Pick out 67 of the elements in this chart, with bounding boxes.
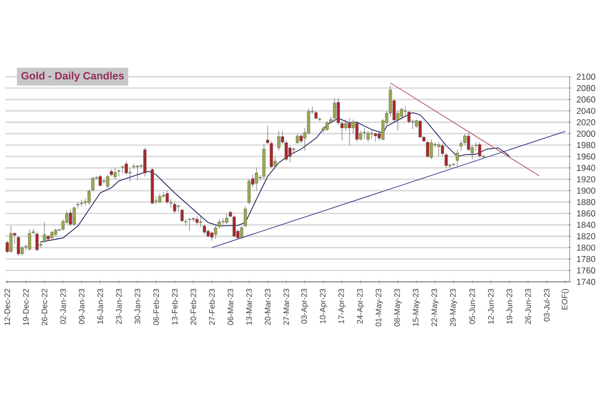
y-tick-label: 1760	[577, 267, 596, 274]
candlestick	[437, 142, 440, 157]
candlestick	[277, 130, 280, 151]
y-tick-label: 1860	[577, 210, 596, 216]
candlestick	[478, 142, 482, 158]
candlestick	[28, 229, 32, 251]
candlestick	[72, 206, 76, 226]
y-tick-label: 1880	[577, 198, 596, 205]
candlestick	[225, 213, 228, 224]
y-tick-label: 1900	[577, 187, 596, 194]
y-tick-label: 1820	[577, 233, 596, 240]
y-tick-label: 1980	[577, 142, 596, 148]
candlestick	[188, 218, 192, 232]
candlestick	[426, 140, 430, 158]
candlestick	[180, 208, 184, 222]
candlestick	[322, 126, 325, 133]
candlestick	[307, 108, 310, 135]
candlestick	[407, 110, 411, 124]
candlestick	[344, 119, 348, 131]
y-tick-label: 2100	[576, 73, 596, 80]
y-tick-label: 1920	[577, 176, 596, 182]
candlestick	[370, 128, 374, 140]
candlestick	[430, 138, 433, 160]
y-tick-label: 1840	[577, 222, 596, 228]
y-tick-label: 1780	[577, 256, 596, 262]
candlestick	[9, 226, 13, 253]
candlestick	[221, 218, 225, 225]
candlestick	[121, 165, 124, 174]
candlestick	[173, 202, 176, 214]
candlestick	[128, 167, 132, 182]
y-tick-label: 2020	[576, 119, 596, 126]
chart-title: Gold - Daily Candles	[21, 72, 124, 82]
candlestick	[348, 117, 352, 146]
candlestick	[247, 178, 251, 204]
candlestick	[366, 130, 370, 142]
candlestick	[355, 120, 358, 142]
y-tick-label: 1740	[577, 278, 596, 285]
candlestick	[117, 169, 120, 176]
candlestick	[195, 216, 199, 225]
candlestick	[158, 193, 162, 204]
candlestick	[400, 108, 404, 120]
y-tick-label: 1960	[577, 153, 596, 160]
candlestick	[418, 120, 422, 138]
candlestick	[296, 133, 299, 144]
candlestick	[333, 98, 336, 120]
candlestick	[42, 222, 46, 244]
candlestick	[362, 128, 366, 140]
candlestick	[326, 120, 329, 131]
candlestick	[16, 236, 20, 256]
candlestick	[68, 208, 72, 226]
candlestick	[374, 132, 378, 142]
candlestick	[166, 190, 169, 204]
y-tick-label: 2080	[576, 84, 596, 91]
y-tick-label: 2000	[576, 130, 596, 137]
candlestick	[35, 231, 39, 252]
y-tick-label: 2060	[576, 96, 596, 102]
candlestick	[456, 149, 459, 167]
candlestick	[288, 146, 292, 162]
candlestick	[98, 174, 102, 187]
candlestick	[143, 148, 146, 176]
y-tick-label: 1800	[577, 244, 596, 251]
candlestick	[254, 167, 258, 191]
candlestick	[114, 167, 117, 180]
candlestick	[136, 164, 139, 180]
y-tick-label: 1940	[577, 164, 596, 171]
candlestick	[162, 191, 166, 198]
y-tick-label: 2040	[576, 108, 596, 114]
